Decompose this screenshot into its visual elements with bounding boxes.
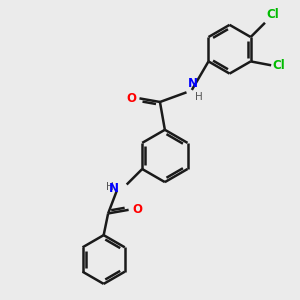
Text: N: N [109, 182, 119, 196]
Text: O: O [132, 203, 142, 216]
Text: O: O [126, 92, 136, 105]
Text: Cl: Cl [266, 8, 279, 21]
Text: N: N [188, 77, 197, 90]
Text: H: H [106, 182, 114, 192]
Text: H: H [195, 92, 203, 102]
Text: Cl: Cl [273, 59, 285, 72]
